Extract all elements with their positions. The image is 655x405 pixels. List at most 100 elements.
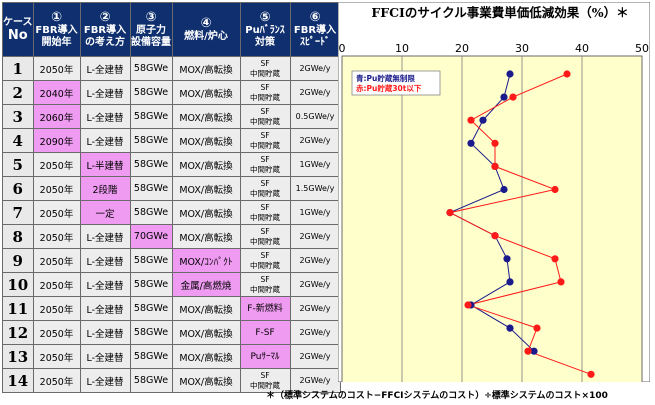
pu-balance-line1: SF: [260, 154, 270, 164]
data-point-1-7: [491, 232, 499, 240]
start-year-cell: 2050年: [32, 272, 81, 297]
fuel-cell: MOX/高転換: [171, 152, 241, 177]
case-no-cell: 6: [2, 176, 34, 201]
speed-cell: 2GWe/y: [289, 344, 341, 369]
chart-title: FFCIのサイクル事業費単価低減効果（%）＊: [371, 5, 628, 20]
capacity-cell: 58GWe: [129, 272, 173, 297]
pu-balance-cell: SF 中間貯蔵: [239, 200, 291, 225]
table-row: 11 2050年 L-全建替 58GWe MOX/高転換 F-新燃料 2GWe/y: [2, 296, 341, 321]
speed-cell: 2GWe/y: [289, 368, 341, 393]
concept-cell: L-全建替: [79, 368, 131, 393]
data-point-1-10: [464, 301, 472, 309]
case-no-cell: 11: [2, 296, 34, 321]
speed-cell: 1.5GWe/y: [289, 176, 341, 201]
case-no-cell: 13: [2, 344, 34, 369]
fuel-cell: 金属/高燃焼: [171, 272, 241, 297]
x-tick-label: 50: [635, 42, 649, 55]
footnote: ＊（標準システムのコスト−FFCIシステムのコスト）÷標準システムのコスト×10…: [266, 391, 608, 401]
pu-balance-line2: 中間貯蔵: [250, 380, 280, 390]
case-no-cell: 3: [2, 104, 34, 129]
fuel-cell: MOX/高転換: [171, 104, 241, 129]
fuel-cell: MOX/高転換: [171, 320, 241, 345]
pu-balance-cell: SF 中間貯蔵: [239, 152, 291, 177]
capacity-cell: 58GWe: [129, 296, 173, 321]
data-point-0-9: [506, 278, 514, 286]
case-no-cell: 2: [2, 80, 34, 105]
start-year-cell: 2050年: [32, 344, 81, 369]
pu-balance-line2: 中間貯蔵: [250, 188, 280, 198]
capacity-cell: 58GWe: [129, 80, 173, 105]
data-point-1-0: [563, 70, 571, 78]
concept-cell: L-全建替: [79, 320, 131, 345]
concept-cell: L-全建替: [79, 272, 131, 297]
data-point-0-11: [506, 324, 514, 332]
table-header-row: ケース No ① FBR導入 開始年 ② FBR導入 の考え方 ③ 原子力 設備容量 ④ 燃料/…: [2, 2, 341, 57]
speed-cell: 2GWe/y: [289, 272, 341, 297]
capacity-cell: 58GWe: [129, 152, 173, 177]
concept-cell: L-全建替: [79, 128, 131, 153]
concept-cell: L-全建替: [79, 56, 131, 81]
start-year-cell: 2050年: [32, 296, 81, 321]
concept-cell: 一定: [79, 200, 131, 225]
capacity-cell: 58GWe: [129, 368, 173, 393]
data-point-1-1: [509, 93, 517, 101]
fuel-cell: MOX/ｺﾝﾊﾟｸﾄ: [171, 248, 241, 273]
data-point-0-3: [467, 139, 475, 147]
case-table: ケース No ① FBR導入 開始年 ② FBR導入 の考え方 ③ 原子力 設備容量 ④ 燃料/…: [2, 2, 341, 393]
data-point-1-12: [524, 347, 532, 355]
header-speed: ⑥ FBR導入 ｽﾋﾟｰﾄﾞ: [289, 2, 341, 57]
header-concept: ② FBR導入 の考え方: [79, 2, 131, 57]
capacity-cell: 70GWe: [129, 224, 173, 249]
header-start-year: ① FBR導入 開始年: [32, 2, 81, 57]
start-year-cell: 2060年: [32, 104, 81, 129]
case-no-cell: 12: [2, 320, 34, 345]
start-year-cell: 2050年: [32, 224, 81, 249]
concept-cell: 2段階: [79, 176, 131, 201]
speed-cell: 1GWe/y: [289, 152, 341, 177]
fuel-cell: MOX/高転換: [171, 296, 241, 321]
table-row: 9 2050年 L-全建替 58GWe MOX/ｺﾝﾊﾟｸﾄ SF 中間貯蔵 2GWe/y: [2, 248, 341, 273]
data-point-1-4: [491, 162, 499, 170]
capacity-cell: 58GWe: [129, 248, 173, 273]
concept-cell: L-全建替: [79, 248, 131, 273]
case-no-cell: 9: [2, 248, 34, 273]
data-point-0-5: [500, 185, 508, 194]
header-case-no: ケース No: [2, 2, 34, 57]
pu-balance-line2: 中間貯蔵: [250, 92, 280, 102]
case-no-cell: 7: [2, 200, 34, 225]
concept-cell: L-全建替: [79, 296, 131, 321]
capacity-cell: 58GWe: [129, 320, 173, 345]
data-point-1-8: [551, 255, 559, 263]
table-body: 1 2050年 L-全建替 58GWe MOX/高転換 SF 中間貯蔵 2GWe/y 2 2040…: [2, 56, 341, 393]
case-no-cell: 5: [2, 152, 34, 177]
pu-balance-line2: 中間貯蔵: [250, 260, 280, 270]
start-year-cell: 2050年: [32, 152, 81, 177]
speed-cell: 2GWe/y: [289, 248, 341, 273]
pu-balance-line1: F-SF: [255, 327, 275, 338]
table-row: 1 2050年 L-全建替 58GWe MOX/高転換 SF 中間貯蔵 2GWe/y: [2, 56, 341, 81]
speed-cell: 2GWe/y: [289, 320, 341, 345]
concept-cell: L-全建替: [79, 344, 131, 369]
start-year-cell: 2050年: [32, 56, 81, 81]
capacity-cell: 58GWe: [129, 176, 173, 201]
capacity-cell: 58GWe: [129, 200, 173, 225]
concept-cell: L-全建替: [79, 80, 131, 105]
pu-balance-cell: SF 中間貯蔵: [239, 368, 291, 393]
table-row: 6 2050年 2段階 58GWe MOX/高転換 SF 中間貯蔵 1.5GWe/y: [2, 176, 341, 201]
table-row: 14 2050年 L-全建替 58GWe MOX/高転換 SF 中間貯蔵 2GWe/y: [2, 368, 341, 393]
header-capacity: ③ 原子力 設備容量: [129, 2, 173, 57]
data-point-1-13: [587, 370, 595, 378]
capacity-cell: 58GWe: [129, 344, 173, 369]
table-row: 4 2090年 L-全建替 58GWe MOX/高転換 SF 中間貯蔵 2GWe/y: [2, 128, 341, 153]
speed-cell: 2GWe/y: [289, 128, 341, 153]
fuel-cell: MOX/高転換: [171, 368, 241, 393]
capacity-cell: 58GWe: [129, 128, 173, 153]
pu-balance-line1: SF: [260, 82, 270, 92]
x-tick-label: 40: [575, 42, 589, 55]
legend-box: [351, 70, 441, 96]
table-row: 7 2050年 一定 58GWe MOX/高転換 SF 中間貯蔵 1GWe/y: [2, 200, 341, 225]
pu-balance-cell: F-新燃料: [239, 296, 291, 321]
data-point-0-2: [479, 116, 487, 124]
concept-cell: L-半建替: [79, 152, 131, 177]
table-row: 8 2050年 L-全建替 70GWe MOX/高転換 SF 中間貯蔵 2GWe/y: [2, 224, 341, 249]
